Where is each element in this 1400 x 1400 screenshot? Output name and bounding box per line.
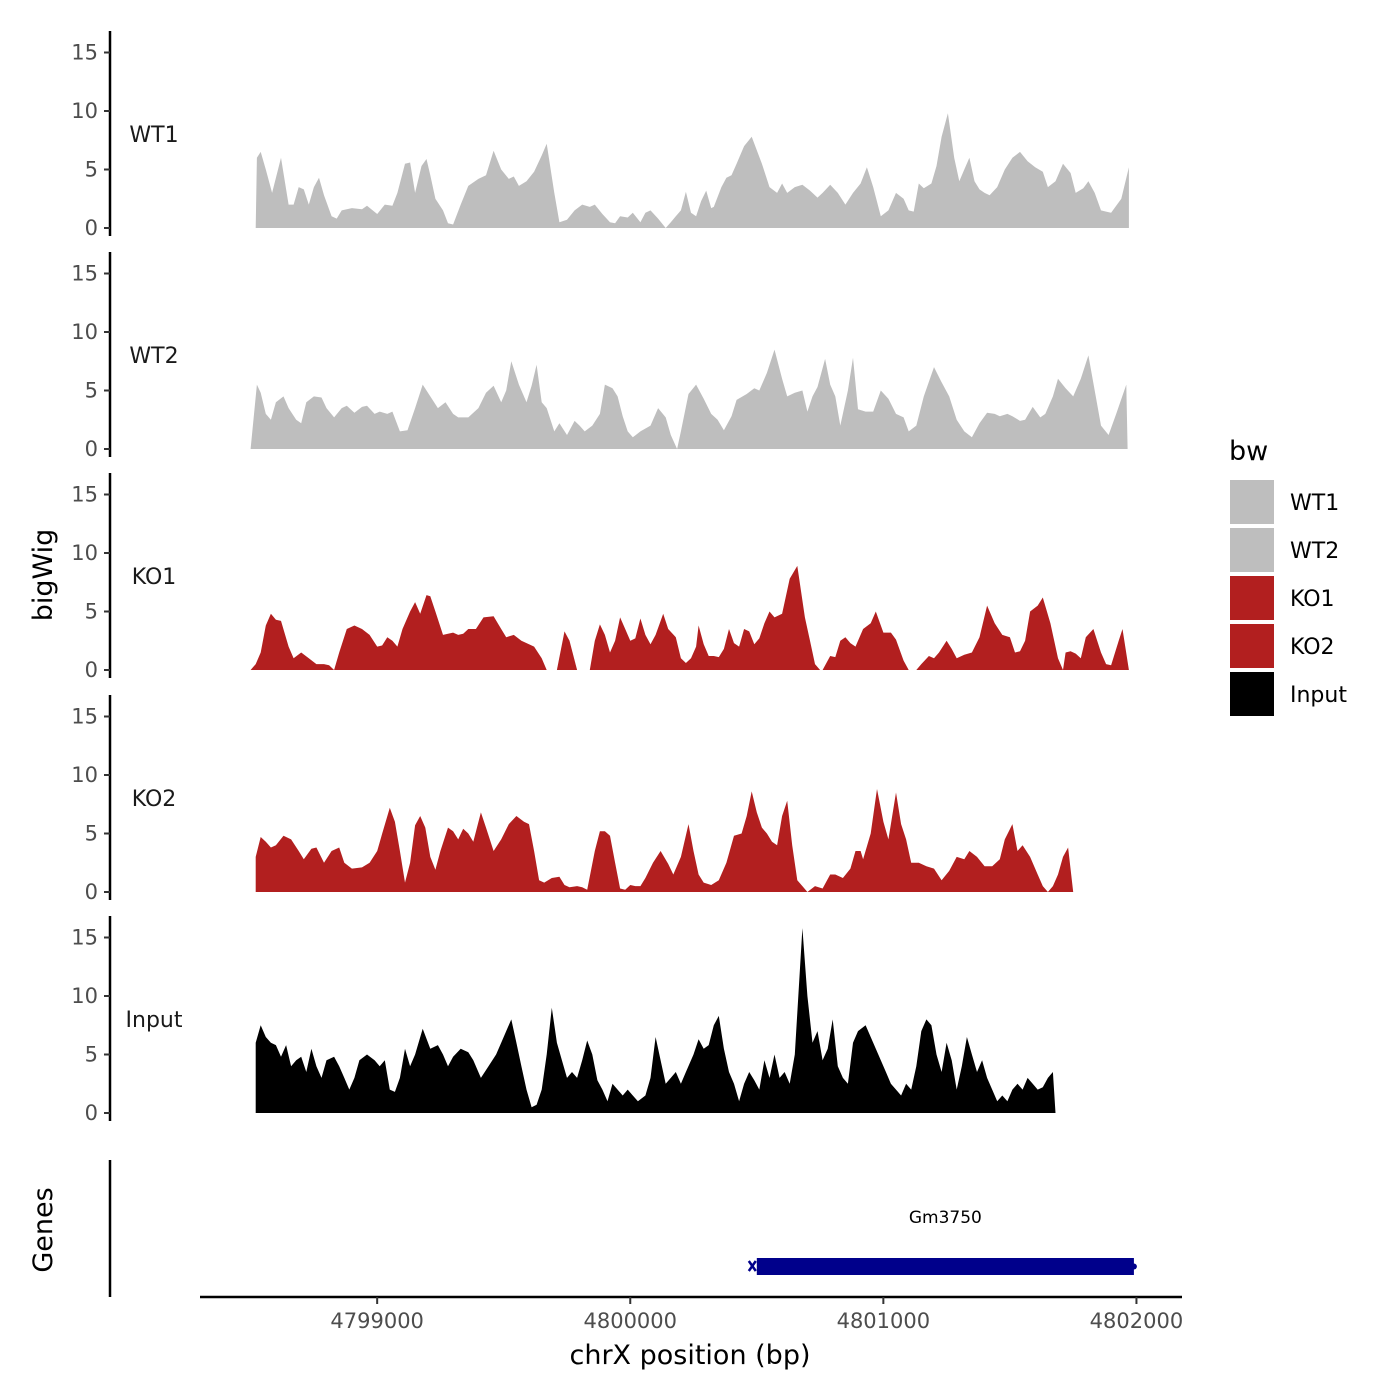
- area-ko1-seg-5: [1063, 629, 1129, 670]
- y-tick-label-ko2-0: 0: [85, 880, 98, 904]
- y-tick-label-ko1-5: 5: [85, 600, 98, 624]
- legend-label-wt2: WT2: [1290, 539, 1339, 564]
- y-tick-label-input-15: 15: [71, 926, 98, 950]
- legend-key-input: [1230, 672, 1274, 716]
- track-label-ko1: KO1: [132, 565, 177, 590]
- track-ko2: 0 5 10 15 KO2: [71, 695, 1074, 904]
- y-tick-label-wt2-15: 15: [71, 262, 98, 286]
- area-wt2: [250, 349, 1128, 449]
- y-tick-label-wt2-10: 10: [71, 320, 98, 344]
- y-tick-label-ko1-10: 10: [71, 541, 98, 565]
- area-ko1-seg-3: [822, 611, 909, 670]
- legend-label-ko1: KO1: [1290, 587, 1335, 612]
- track-input: 0 5 10 15 Input: [71, 916, 1056, 1125]
- y-tick-label-wt1-5: 5: [85, 158, 98, 182]
- gene-end-marker-gm3750: [1130, 1263, 1137, 1270]
- y-tick-label-ko2-10: 10: [71, 763, 98, 787]
- y-tick-label-input-5: 5: [85, 1043, 98, 1067]
- legend-title: bw: [1229, 436, 1268, 467]
- y-tick-label-ko1-15: 15: [71, 483, 98, 507]
- legend-label-input: Input: [1290, 683, 1347, 708]
- y-tick-label-wt2-0: 0: [85, 437, 98, 461]
- legend: bw WT1 WT2 KO1 KO2 Input: [1229, 436, 1347, 716]
- area-ko1-seg-0: [250, 595, 547, 670]
- x-axis: 4799000 4800000 4801000 4802000: [200, 1295, 1184, 1333]
- gene-body-gm3750: [756, 1258, 1134, 1275]
- x-tick-label-4801000: 4801000: [837, 1309, 931, 1333]
- track-label-wt2: WT2: [129, 344, 178, 369]
- tracks-layer: 0 5 10 15 WT1 0 5 10 15 WT2 0 5 10 15 KO1 0 5 10 15 KO2 0 5 10…: [71, 31, 1129, 1125]
- x-tick-label-4802000: 4802000: [1090, 1309, 1184, 1333]
- area-ko2: [255, 789, 1074, 892]
- track-wt2: 0 5 10 15 WT2: [71, 252, 1128, 461]
- y-tick-label-wt2-5: 5: [85, 379, 98, 403]
- y-axis-title: bigWig: [28, 529, 59, 622]
- legend-key-wt2: [1230, 528, 1274, 572]
- genes-axis-title: Genes: [28, 1187, 59, 1272]
- area-wt1: [255, 113, 1129, 228]
- y-tick-label-input-10: 10: [71, 984, 98, 1008]
- y-tick-label-input-0: 0: [85, 1101, 98, 1125]
- y-tick-label-ko2-15: 15: [71, 705, 98, 729]
- area-ko1-seg-1: [556, 631, 578, 670]
- y-tick-label-wt1-10: 10: [71, 99, 98, 123]
- track-ko1: 0 5 10 15 KO1: [71, 473, 1129, 682]
- area-ko1-seg-2: [589, 565, 821, 670]
- x-tick-label-4799000: 4799000: [330, 1309, 424, 1333]
- gene-strand-marker-gm3750: [747, 1260, 757, 1272]
- track-wt1: 0 5 10 15 WT1: [71, 31, 1129, 240]
- area-ko1-seg-4: [916, 597, 1063, 670]
- track-label-wt1: WT1: [129, 123, 178, 148]
- genes-panel: Gm3750: [108, 1160, 1137, 1297]
- legend-key-ko2: [1230, 624, 1274, 668]
- legend-key-ko1: [1230, 576, 1274, 620]
- y-tick-label-ko1-0: 0: [85, 658, 98, 682]
- area-input: [255, 928, 1056, 1113]
- gene-label-gm3750: Gm3750: [909, 1208, 982, 1228]
- legend-label-ko2: KO2: [1290, 635, 1335, 660]
- track-label-ko2: KO2: [132, 787, 177, 812]
- y-tick-label-ko2-5: 5: [85, 822, 98, 846]
- y-tick-label-wt1-15: 15: [71, 41, 98, 65]
- y-tick-label-wt1-0: 0: [85, 216, 98, 240]
- legend-label-wt1: WT1: [1290, 491, 1339, 516]
- legend-key-wt1: [1230, 480, 1274, 524]
- x-axis-title: chrX position (bp): [569, 1340, 810, 1371]
- track-label-input: Input: [126, 1008, 183, 1033]
- x-tick-label-4800000: 4800000: [583, 1309, 677, 1333]
